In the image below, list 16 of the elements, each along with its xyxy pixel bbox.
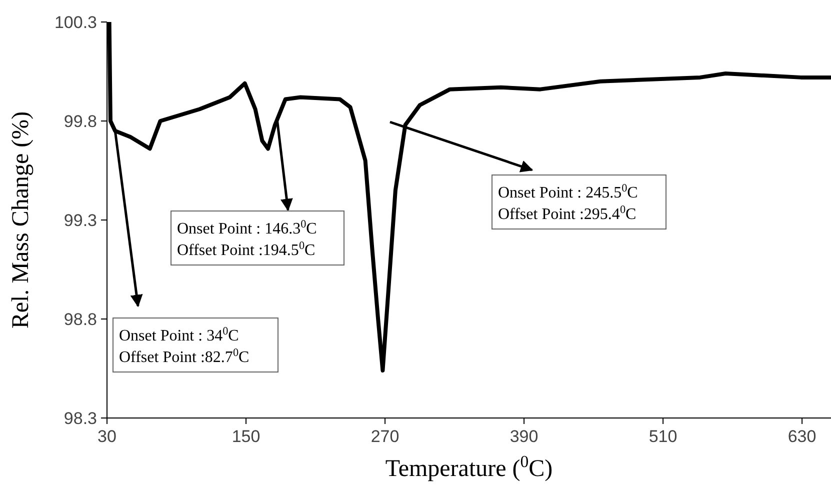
- x-tick-label: 30: [98, 427, 116, 446]
- x-tick-label: 150: [232, 427, 260, 446]
- y-tick-label: 98.8: [64, 310, 97, 329]
- x-tick-label: 630: [788, 427, 816, 446]
- annotation: Onset Point : 146.3$^{0}$C Offset Point :194.5$^{0}$C: [177, 218, 317, 260]
- y-tick-label: 100.3: [54, 12, 97, 32]
- y-axis-title: Rel. Mass Change (%): [8, 111, 34, 329]
- y-tick-label: 99.8: [64, 112, 97, 131]
- y-tick-label: 99.3: [64, 210, 97, 230]
- annotation: Onset Point : 245.5$^{0}$C Offset Point :295.4$^{0}$C: [498, 182, 638, 224]
- x-tick-label: 270: [370, 427, 400, 446]
- annotation: Onset Point : 34$^{0}$C Offset Point :82.7$^{0}$C: [119, 326, 250, 366]
- y-tick-label: 98.3: [64, 408, 97, 428]
- x-axis-title: Temperature ($^{0}$C): [385, 452, 553, 482]
- x-tick-label: 390: [510, 427, 538, 446]
- x-tick-label: 510: [648, 427, 678, 446]
